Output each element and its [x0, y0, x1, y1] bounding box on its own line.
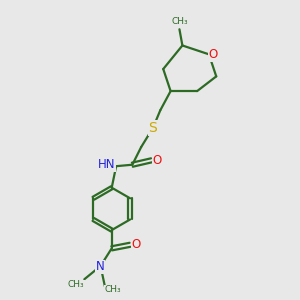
Text: N: N [96, 260, 104, 273]
Text: CH₃: CH₃ [68, 280, 84, 289]
Text: O: O [153, 154, 162, 167]
Text: O: O [209, 48, 218, 61]
Text: O: O [131, 238, 140, 251]
Text: HN: HN [98, 158, 116, 171]
Text: S: S [148, 121, 157, 135]
Text: CH₃: CH₃ [105, 285, 122, 294]
Text: CH₃: CH₃ [171, 17, 188, 26]
